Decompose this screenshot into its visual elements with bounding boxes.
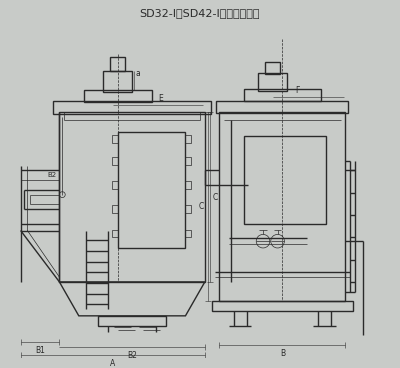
Bar <box>53 100 211 114</box>
Bar <box>212 301 353 311</box>
Bar <box>186 205 191 213</box>
Bar <box>244 89 321 100</box>
Bar <box>216 100 348 113</box>
Text: a: a <box>135 69 140 78</box>
Bar <box>219 112 346 301</box>
Bar <box>112 205 118 213</box>
Bar <box>110 57 125 71</box>
Bar <box>84 90 152 102</box>
Bar <box>186 135 191 143</box>
Text: B: B <box>280 349 285 358</box>
Bar <box>186 181 191 189</box>
Text: B1: B1 <box>35 346 45 355</box>
Text: SD32-Ⅰ、SD42-Ⅰ收尘器结构图: SD32-Ⅰ、SD42-Ⅰ收尘器结构图 <box>140 8 260 18</box>
Text: A: A <box>110 358 115 368</box>
Bar <box>186 157 191 164</box>
Bar <box>112 157 118 164</box>
Text: B2: B2 <box>47 172 56 178</box>
Bar <box>112 230 118 237</box>
Bar <box>103 71 132 92</box>
Bar <box>244 137 326 224</box>
Text: C: C <box>199 202 204 211</box>
Bar <box>59 112 205 282</box>
Bar <box>98 316 166 326</box>
Text: F: F <box>295 86 299 95</box>
Text: C: C <box>213 192 218 202</box>
Text: E: E <box>158 95 163 103</box>
Bar <box>112 181 118 189</box>
Text: B2: B2 <box>127 351 137 360</box>
Bar <box>112 135 118 143</box>
Bar <box>118 132 186 248</box>
Bar <box>258 74 287 91</box>
Bar <box>265 62 280 74</box>
Bar <box>186 230 191 237</box>
